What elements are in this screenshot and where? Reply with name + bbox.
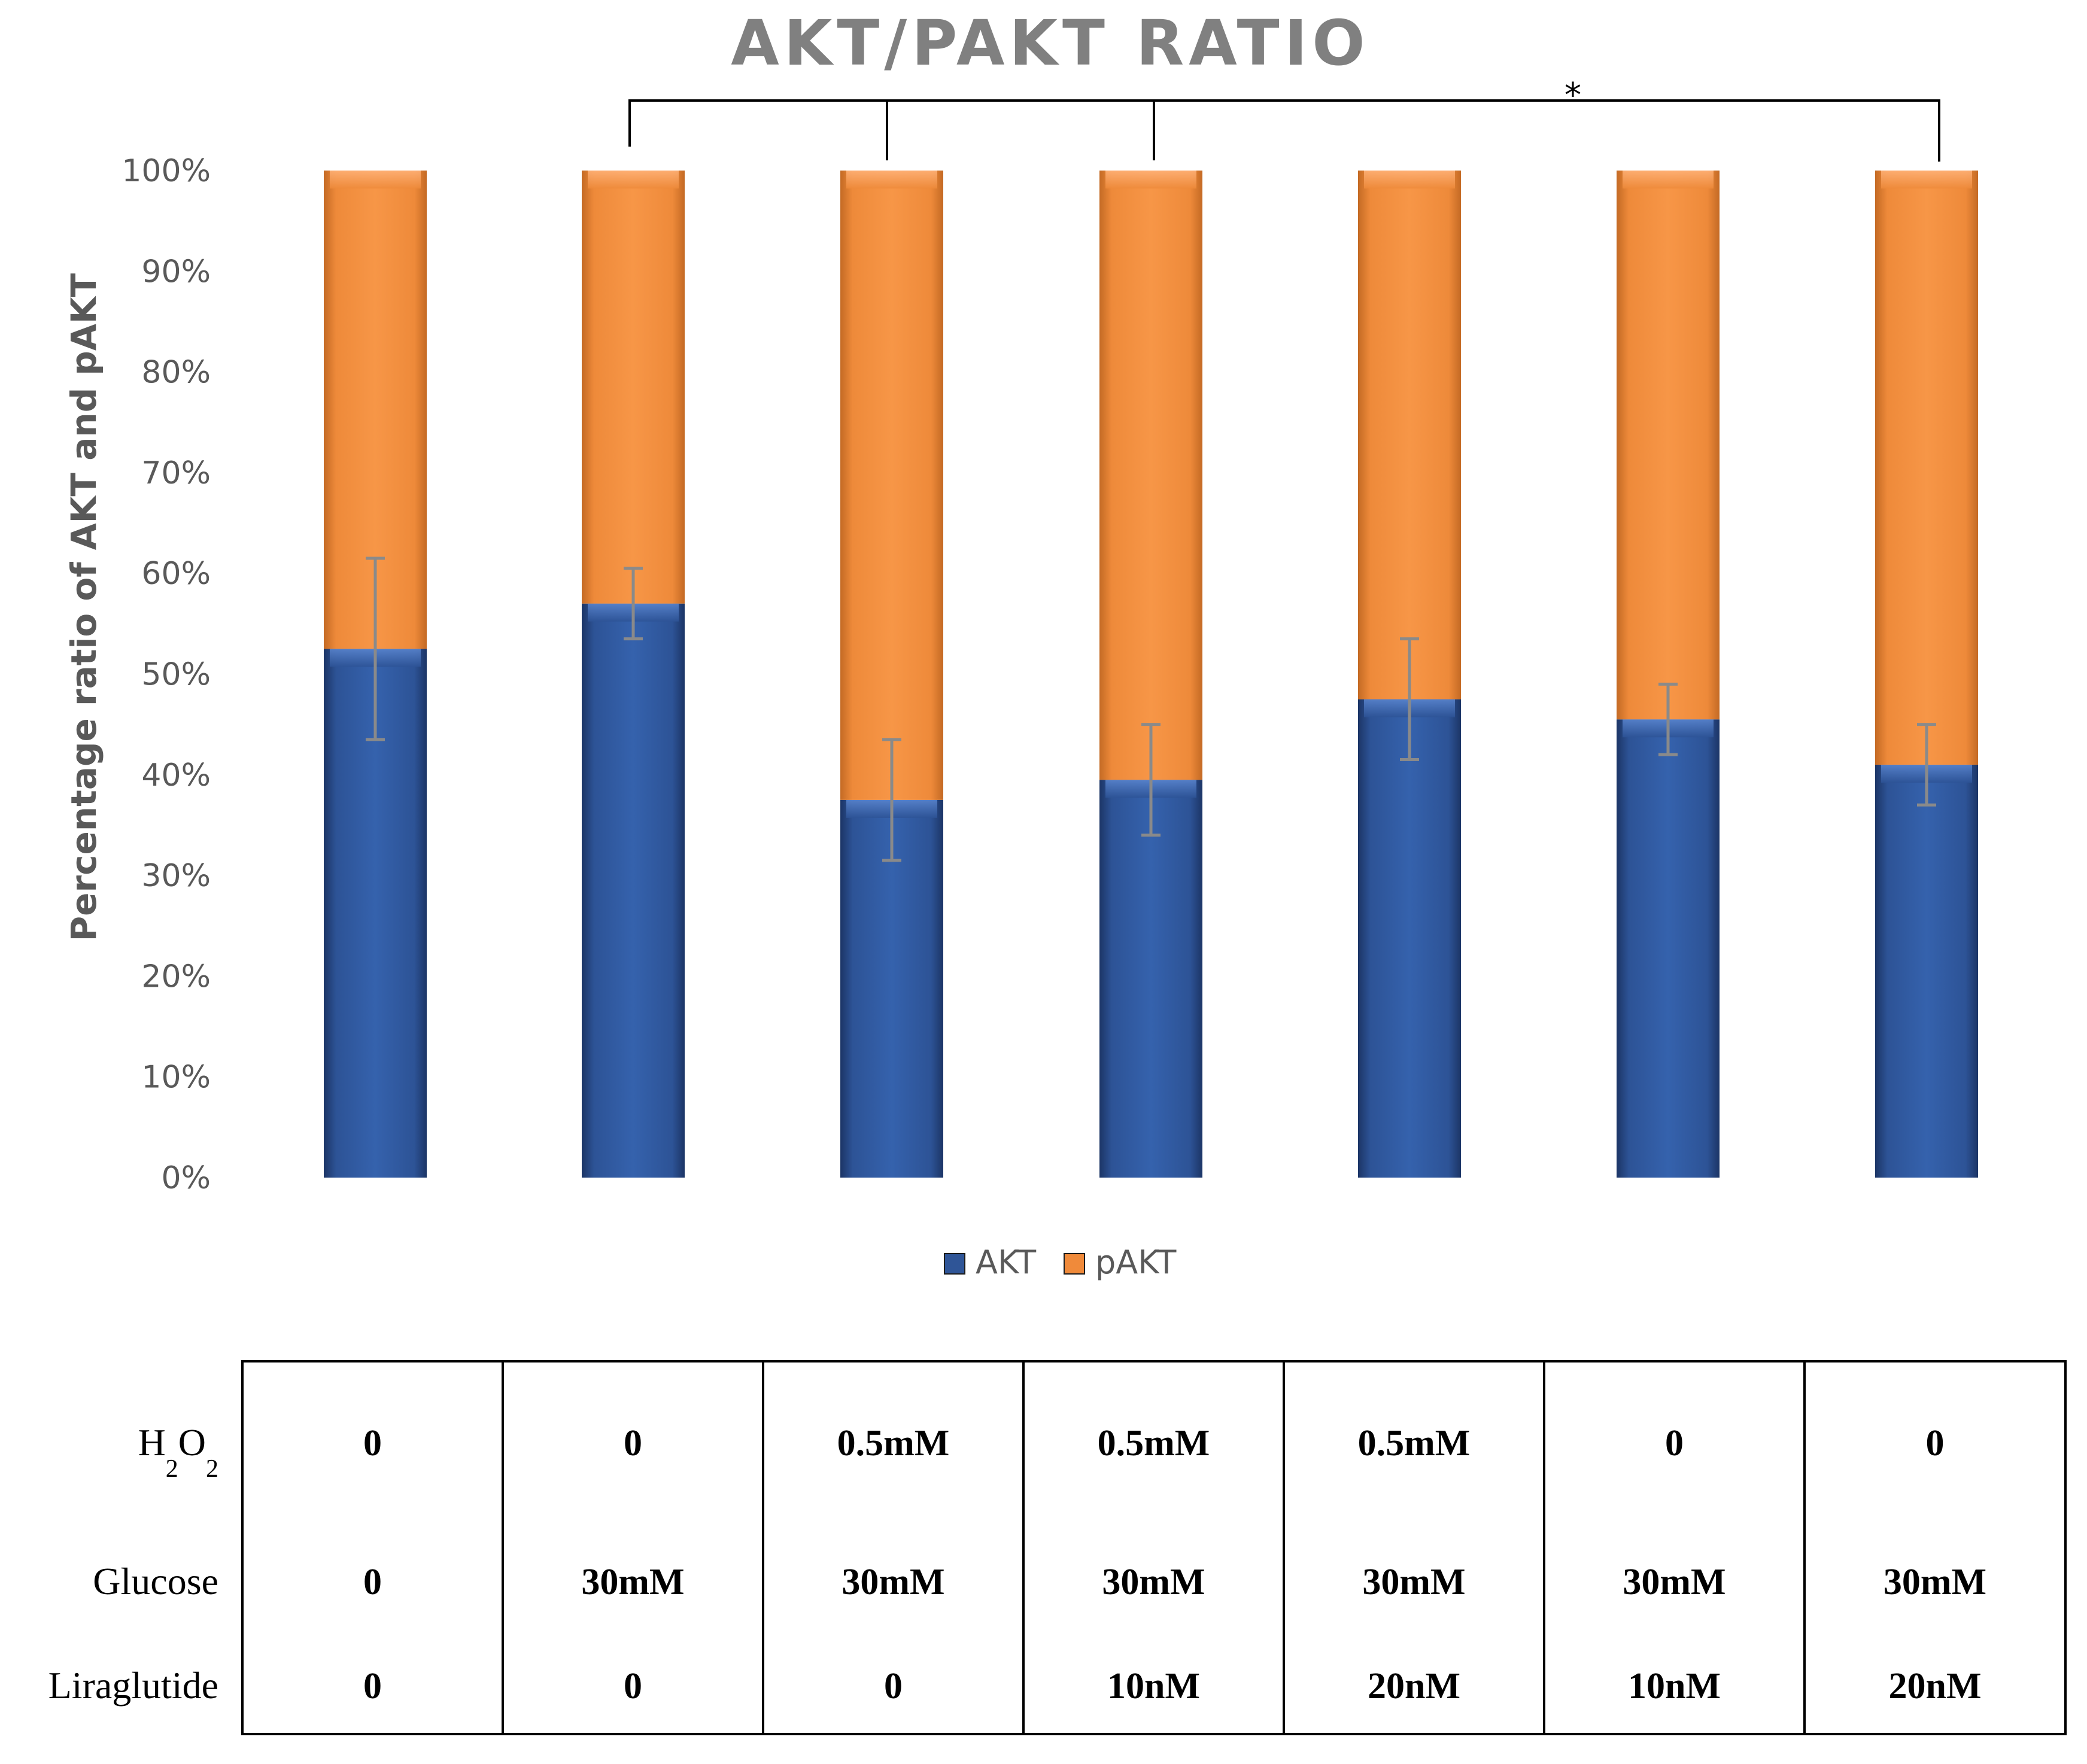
bar-pakt-cap [1623,171,1714,188]
legend-label: AKT [976,1243,1037,1281]
y-tick-label: 90% [141,254,211,290]
bar-pakt [840,171,943,800]
bar-pakt-cap [1881,171,1972,188]
table-cell: 20nM [1368,1666,1460,1707]
bars [324,171,1978,1178]
bar-pakt [582,171,685,604]
y-tick-label: 10% [141,1060,211,1096]
legend-swatch [1064,1253,1085,1275]
error-bar [1400,637,1419,762]
bar-pakt-cap [846,171,937,188]
bar-pakt-cap [1364,171,1455,188]
error-bar [1141,723,1161,837]
chart-title: AKT/PAKT RATIO [731,7,1369,80]
table-border [241,1360,2067,1735]
significance-marker: * [1565,76,1581,115]
bar-pakt-cap [588,171,679,188]
table-row-label: Glucose [93,1560,218,1602]
y-axis-title: Percentage ratio of AKT and pAKT [63,273,104,941]
table-cell: 0.5mM [837,1423,950,1464]
y-tick-label: 0% [162,1160,211,1196]
legend: AKT pAKT [944,1243,1177,1281]
error-bar [624,567,643,641]
table-cell: 30mM [1884,1562,1986,1602]
table-cell: 30mM [1623,1562,1726,1602]
table-cell: 30mM [581,1562,684,1602]
bar-pakt [1099,171,1202,780]
legend-label: pAKT [1095,1243,1177,1281]
y-tick-label: 60% [141,556,211,592]
bar-akt [582,603,685,1178]
legend-swatch [944,1253,965,1275]
error-bar [366,556,385,741]
table-cell: 0.5mM [1358,1423,1471,1464]
significance-bracket: * [628,76,1940,162]
y-tick-label: 70% [141,455,211,491]
bar-akt [840,799,943,1178]
bar-akt [1358,699,1461,1178]
bar-pakt [1875,171,1978,765]
error-bar [1658,682,1678,756]
table-cell: 0 [624,1423,642,1464]
y-tick-label: 40% [141,758,211,793]
table-cell: 30mM [842,1562,944,1602]
table-cell: 10nM [1628,1666,1721,1707]
y-tick-label: 20% [141,959,211,994]
error-bars [366,556,1936,862]
table-cell: 30mM [1102,1562,1205,1602]
error-bar [882,738,901,862]
error-bar [1917,723,1936,807]
bar-pakt-cap [1105,171,1196,188]
bar-akt [1099,780,1202,1178]
bar-pakt [1358,171,1461,699]
conditions-table: H2O2 0 0 0.5mM 0.5mM 0.5mM 0 0 Glucose 0 30mM 30mM 3… [48,1360,2067,1735]
table-cell: 0 [363,1423,382,1464]
y-tick-label: 30% [141,858,211,894]
table-row-label: Liraglutide [48,1664,218,1707]
bar-pakt [1617,171,1720,720]
bar-akt [1617,719,1720,1178]
y-tick-label: 80% [141,355,211,391]
table-cell: 20nM [1889,1666,1982,1707]
y-axis: 0% 10% 20% 30% 40% 50% 60% 70% 80% 90% 100% [121,153,211,1196]
table-cell: 0.5mM [1098,1423,1210,1464]
table-cell: 0 [1665,1423,1684,1464]
bar-akt [1875,764,1978,1178]
table-cell: 0 [363,1562,382,1602]
table-cell: 0 [1926,1423,1945,1464]
y-tick-label: 100% [121,153,211,189]
table-cell: 0 [624,1666,642,1707]
table-cell: 0 [363,1666,382,1707]
table-cell: 0 [884,1666,903,1707]
y-tick-label: 50% [141,657,211,693]
table-row-label: H2O2 [138,1421,218,1483]
table-cell: 30mM [1362,1562,1465,1602]
table-cell: 10nM [1107,1666,1200,1707]
bar-pakt-cap [330,171,421,188]
